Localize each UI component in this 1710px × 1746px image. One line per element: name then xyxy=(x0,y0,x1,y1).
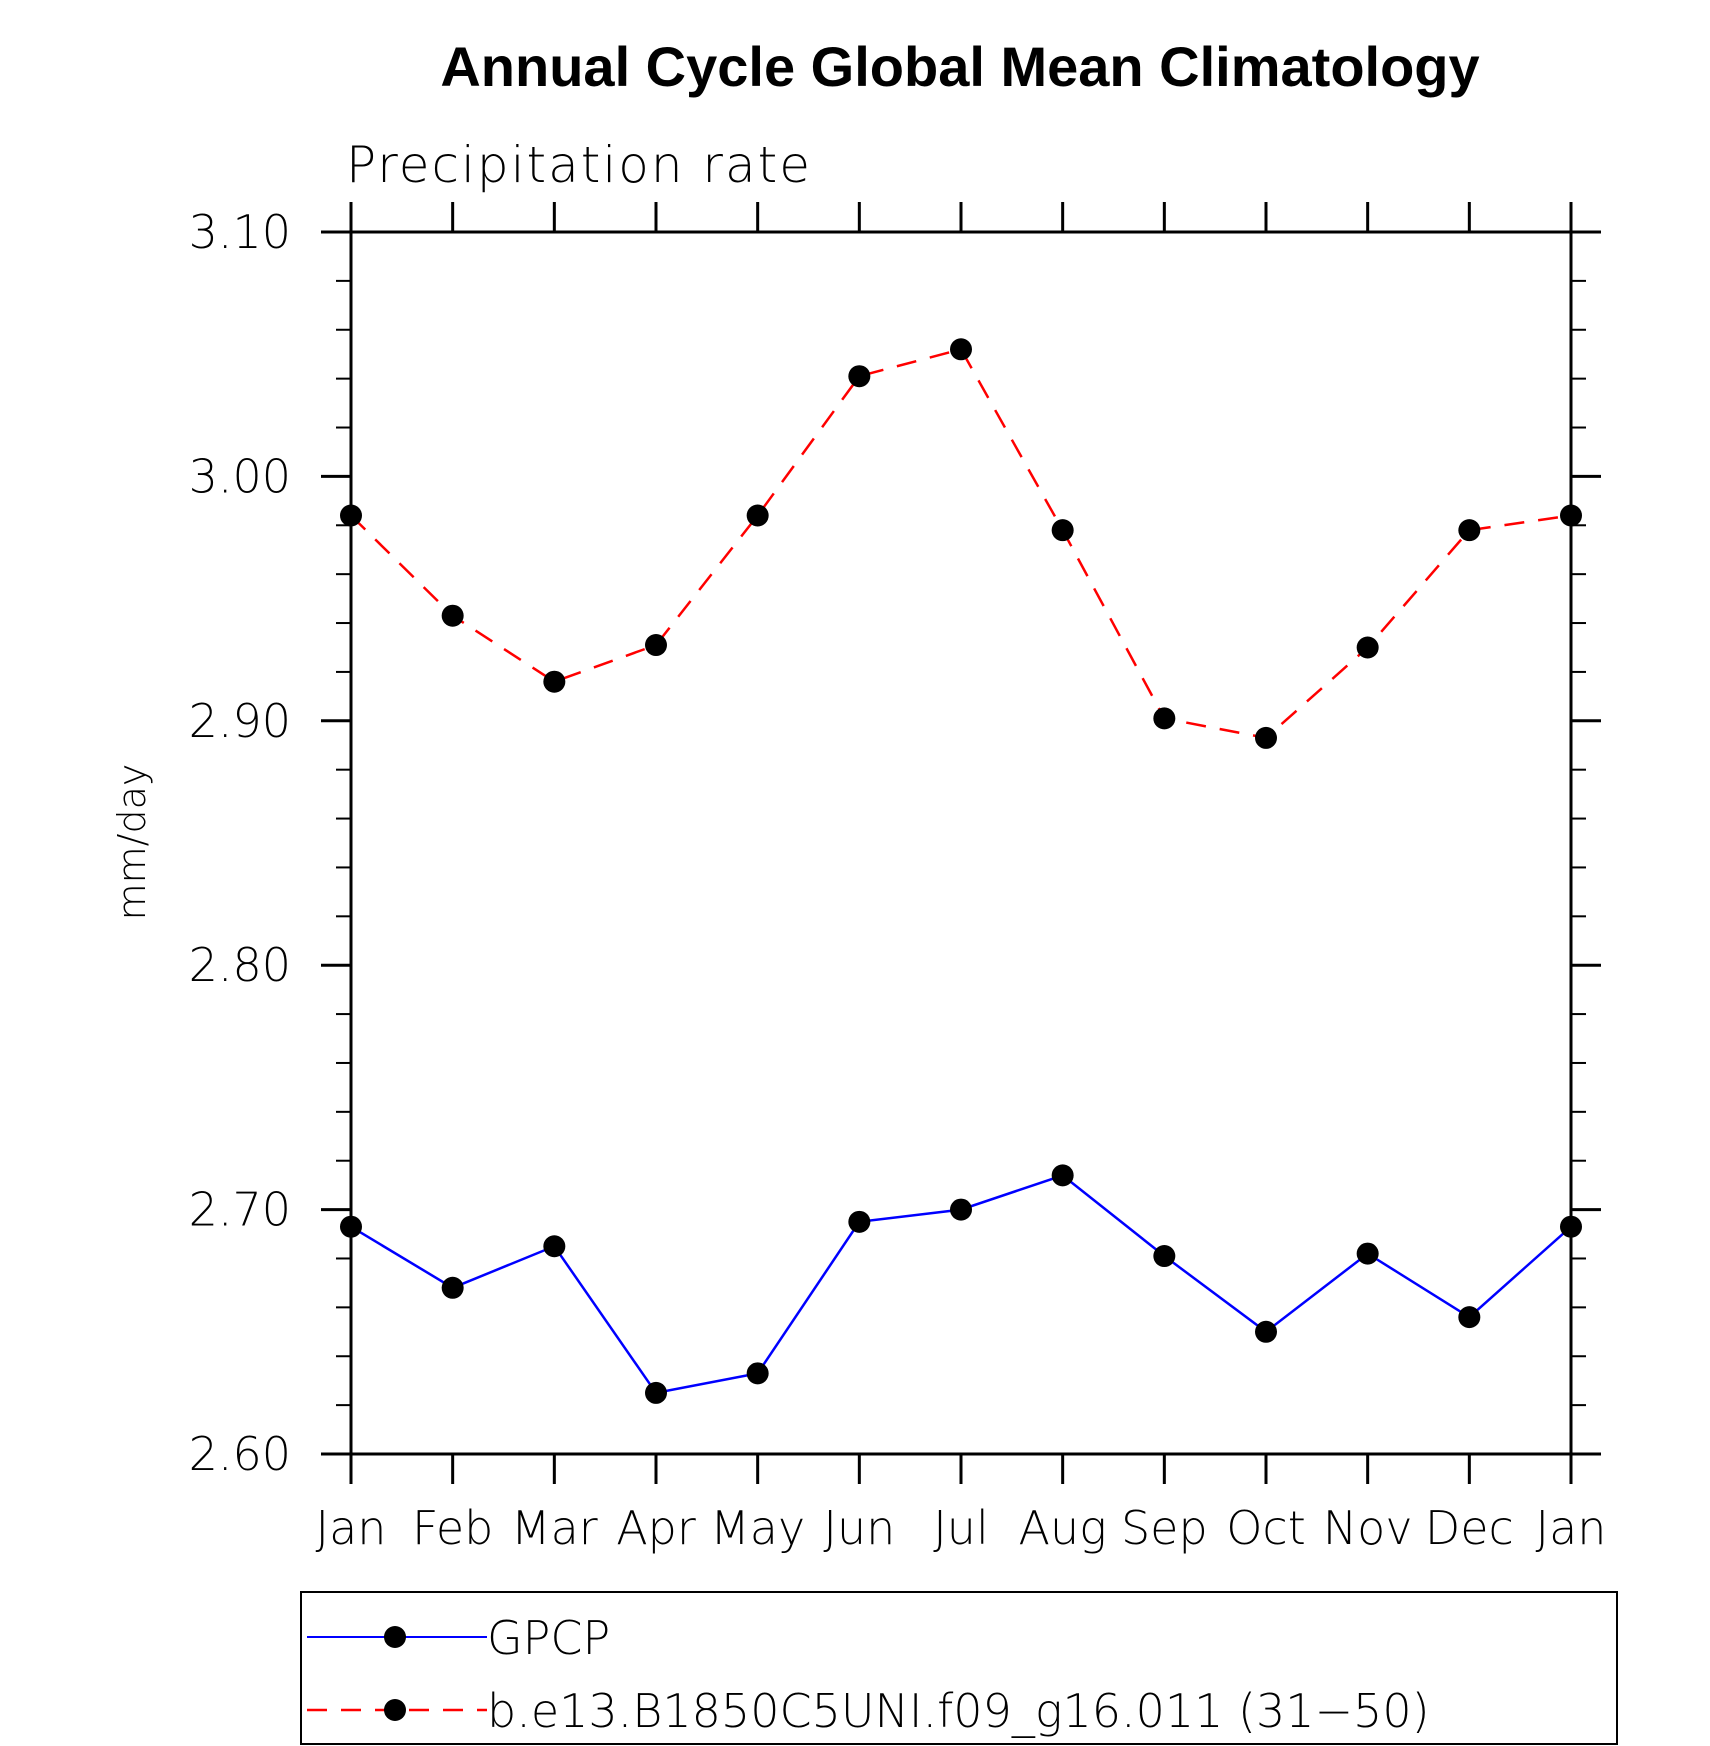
legend: GPCP b.e13.B1850C5UNI.f09_g16.011 (31−50… xyxy=(300,1591,1618,1745)
data-point-series-1 xyxy=(645,634,667,657)
data-point-series-0 xyxy=(1356,1242,1379,1265)
x-tick-label: Jan xyxy=(1536,1501,1607,1555)
legend-gpcp-marker xyxy=(384,1626,406,1648)
chart-title: Annual Cycle Global Mean Climatology xyxy=(440,35,1479,98)
x-tick-label: Oct xyxy=(1226,1501,1306,1555)
data-point-series-1 xyxy=(1153,707,1176,730)
data-point-series-1 xyxy=(1255,726,1277,749)
y-axis-label: mm/day xyxy=(110,764,154,921)
y-tick-label: 2.60 xyxy=(189,1427,291,1481)
x-tick-label: Jul xyxy=(933,1501,989,1555)
plot-frame xyxy=(349,230,1573,1456)
data-point-series-0 xyxy=(848,1210,871,1233)
data-point-series-0 xyxy=(1458,1306,1481,1329)
x-tick-label: Mar xyxy=(511,1501,598,1555)
data-point-series-0 xyxy=(950,1198,972,1221)
y-tick-label: 2.80 xyxy=(189,938,291,992)
data-point-series-0 xyxy=(746,1362,769,1385)
x-tick-label: Dec xyxy=(1425,1501,1514,1555)
y-tick-label: 3.10 xyxy=(189,205,291,259)
data-point-series-1 xyxy=(1458,519,1481,542)
data-point-series-0 xyxy=(1255,1320,1277,1343)
data-point-series-1 xyxy=(848,365,871,388)
data-point-series-1 xyxy=(1356,636,1379,659)
x-tick-label: Apr xyxy=(616,1501,696,1555)
data-point-series-1 xyxy=(746,504,769,527)
data-point-series-1 xyxy=(543,670,566,693)
y-tick-label: 3.00 xyxy=(189,449,291,503)
axis-ticks xyxy=(321,202,1601,1484)
legend-gpcp-label: GPCP xyxy=(487,1611,610,1665)
x-tick-label: Jan xyxy=(316,1501,387,1555)
x-tick-label: Jun xyxy=(823,1501,895,1555)
data-point-series-0 xyxy=(543,1235,566,1258)
legend-box xyxy=(300,1591,1618,1745)
legend-model-label: b.e13.B1850C5UNI.f09_g16.011 (31−50) xyxy=(487,1684,1430,1738)
x-tick-label: May xyxy=(710,1501,805,1555)
chart-subtitle: Precipitation rate xyxy=(346,136,812,194)
data-point-series-0 xyxy=(1051,1164,1074,1187)
data-series xyxy=(340,338,1582,1404)
x-tick-label: Nov xyxy=(1323,1501,1413,1555)
x-tick-label: Aug xyxy=(1019,1501,1107,1555)
y-tick-label: 2.70 xyxy=(189,1183,291,1237)
data-point-series-1 xyxy=(950,338,972,361)
data-point-series-0 xyxy=(645,1381,667,1404)
series-line-1 xyxy=(350,347,1572,740)
data-point-series-0 xyxy=(441,1276,464,1299)
y-tick-label: 2.90 xyxy=(189,694,291,748)
data-point-series-0 xyxy=(1153,1245,1176,1268)
y-tick-labels: 2.60 2.70 2.80 2.90 3.00 3.10 xyxy=(189,205,291,1481)
data-point-series-1 xyxy=(1051,519,1074,542)
x-tick-label: Sep xyxy=(1121,1501,1208,1555)
legend-model-marker xyxy=(384,1699,406,1721)
x-tick-label: Feb xyxy=(412,1501,493,1555)
data-point-series-1 xyxy=(441,604,464,627)
x-tick-labels: Jan Feb Mar Apr May Jun Jul Aug Sep Oct Nov Dec Jan xyxy=(316,1501,1607,1555)
